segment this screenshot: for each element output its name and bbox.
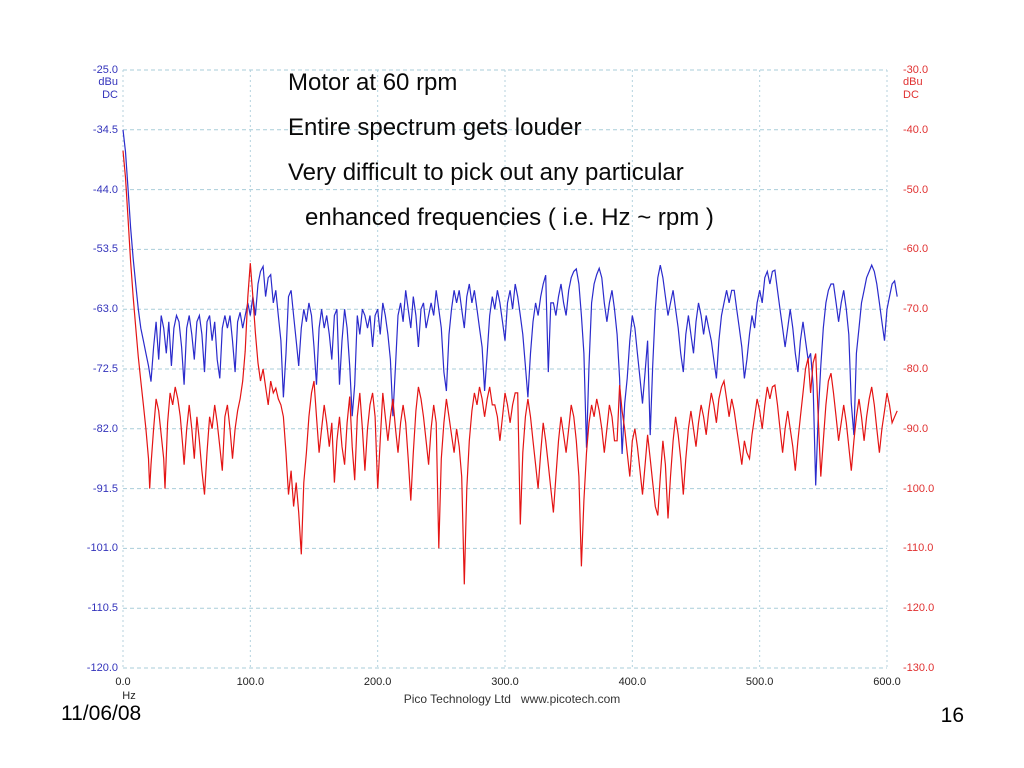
x-axis-tick: 200.0 xyxy=(363,676,392,688)
left-axis-tick: -91.5 xyxy=(92,482,118,495)
annotation-line: Entire spectrum gets louder xyxy=(288,114,582,141)
right-axis-tick: -130.0 xyxy=(903,662,935,674)
left-axis-tick: -63.0 xyxy=(92,303,118,316)
right-axis-tick: -50.0 xyxy=(903,183,929,196)
left-axis-tick: -25.0 xyxy=(92,64,118,76)
x-axis-tick: 0.0 xyxy=(115,676,131,688)
annotation-line: Very difficult to pick out any particula… xyxy=(288,159,684,186)
chart-caption: Pico Technology Ltd www.picotech.com xyxy=(403,692,621,706)
right-axis-unit-label: dBu xyxy=(903,76,923,88)
left-axis-tick: -34.5 xyxy=(92,123,118,136)
left-axis-tick: -82.0 xyxy=(92,422,118,435)
right-axis-tick: -100.0 xyxy=(903,482,935,495)
blue-trace xyxy=(122,129,898,486)
x-axis-tick: 100.0 xyxy=(236,676,265,688)
slide-date: 11/06/08 xyxy=(61,702,142,725)
annotation-block: Motor at 60 rpm Entire spectrum gets lou… xyxy=(288,60,714,240)
left-axis-tick: -53.5 xyxy=(92,243,118,256)
x-axis-unit-label: Hz xyxy=(122,690,136,702)
right-axis-tick: -110.0 xyxy=(903,542,934,555)
right-axis-tick: -80.0 xyxy=(903,363,929,375)
x-axis-tick: 500.0 xyxy=(745,676,774,688)
left-axis-tick: -72.5 xyxy=(92,363,118,375)
right-axis-tick: -120.0 xyxy=(903,602,935,615)
right-axis-tick: -30.0 xyxy=(903,64,929,76)
left-axis-tick: -110.5 xyxy=(87,602,118,615)
left-axis-tick: -101.0 xyxy=(86,542,118,555)
right-axis-tick: -90.0 xyxy=(903,422,929,435)
right-axis-tick: -40.0 xyxy=(903,123,929,136)
left-axis-tick: -120.0 xyxy=(86,662,118,674)
right-axis-coupling-label: DC xyxy=(903,89,919,101)
slide-page-number: 16 xyxy=(940,704,964,727)
red-trace xyxy=(122,150,898,585)
annotation-line: Motor at 60 rpm xyxy=(288,69,458,96)
left-axis-unit-label: dBu xyxy=(98,76,118,88)
right-axis-tick: -60.0 xyxy=(903,243,929,256)
x-axis-tick: 600.0 xyxy=(873,676,901,688)
annotation-line: enhanced frequencies ( i.e. Hz ~ rpm ) xyxy=(305,204,714,231)
right-axis-tick: -70.0 xyxy=(903,303,929,316)
x-axis-tick: 300.0 xyxy=(491,676,519,688)
x-axis-tick: 400.0 xyxy=(618,676,647,688)
left-axis-tick: -44.0 xyxy=(92,183,118,196)
left-axis-coupling-label: DC xyxy=(102,89,118,101)
